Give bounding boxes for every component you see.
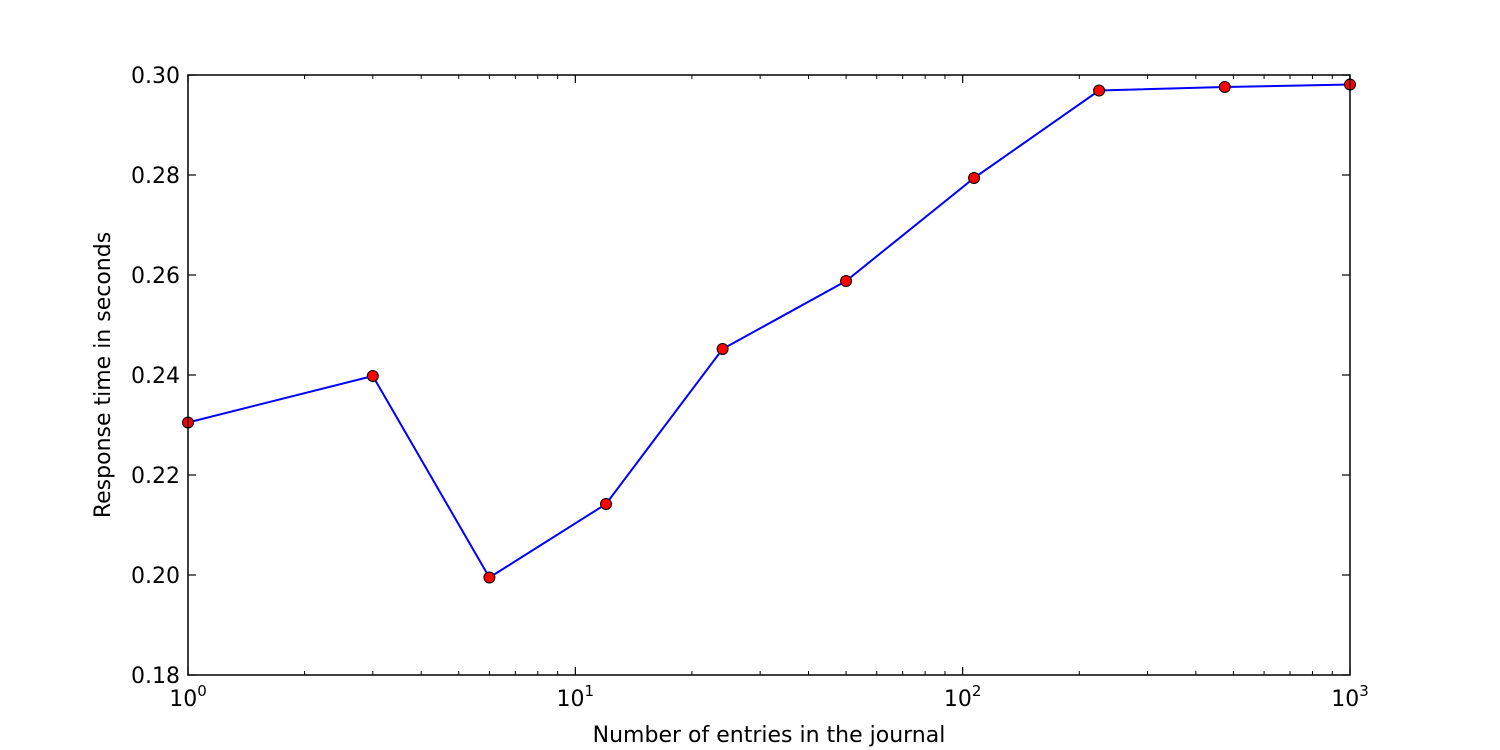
y-tick-label: 0.24 (131, 364, 180, 389)
y-tick-label: 0.28 (131, 164, 180, 189)
data-point (366, 370, 379, 382)
y-tick-label: 0.18 (131, 664, 180, 689)
x-tick-label: 100 (169, 682, 207, 712)
y-axis-title: Response time in seconds (91, 232, 116, 518)
series-layer (182, 78, 1356, 584)
x-axis-title: Number of entries in the journal (593, 723, 946, 748)
data-point (600, 498, 613, 510)
y-tick-label: 0.22 (131, 464, 180, 489)
data-point (1218, 81, 1231, 93)
data-point (483, 571, 496, 584)
data-point (840, 275, 853, 287)
major-ticks (187, 74, 1351, 676)
x-tick-label: 101 (557, 682, 595, 712)
series-line (187, 83, 1351, 579)
tick-labels: 100 101 102 103 0.18 0.20 0.22 0.24 0.26 0.28 0.30 (131, 64, 1369, 712)
data-point (716, 343, 729, 355)
data-point (968, 172, 981, 184)
x-tick-label: 102 (944, 682, 982, 712)
minor-ticks (304, 75, 1333, 675)
x-tick-label: 103 (1331, 682, 1369, 712)
y-tick-label: 0.30 (131, 64, 180, 89)
y-tick-label: 0.26 (131, 264, 180, 289)
y-tick-label: 0.20 (131, 564, 180, 589)
data-point (1093, 84, 1106, 97)
plot-frame (187, 74, 1351, 676)
